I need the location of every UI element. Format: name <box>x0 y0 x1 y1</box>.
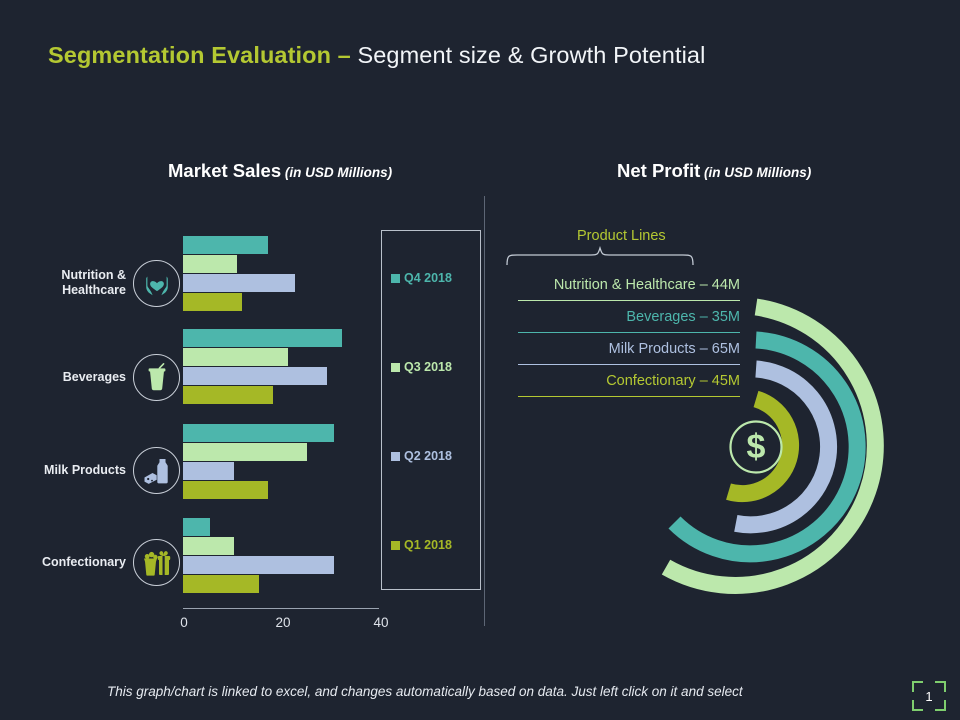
category-label: Milk Products <box>44 462 126 477</box>
bar-nutrition-q2 <box>183 274 295 292</box>
bar-milk-q4 <box>183 424 334 442</box>
product-line-rule-beverages <box>518 332 740 333</box>
legend-swatch-icon <box>391 273 400 283</box>
category-nutrition-healthcare: Nutrition & Healthcare <box>0 256 180 310</box>
bar-confectionary-q3 <box>183 537 234 555</box>
net-profit-heading: Net Profit (in USD Millions) <box>617 160 811 182</box>
legend-swatch-icon <box>391 362 400 372</box>
bracket-corner-icon <box>912 681 923 692</box>
legend-item-q1-2018[interactable]: Q1 2018 <box>391 538 452 552</box>
legend-swatch-icon <box>391 451 400 461</box>
category-milk-products: Milk Products <box>0 443 180 497</box>
legend-item-q2-2018[interactable]: Q2 2018 <box>391 449 452 463</box>
product-line-row-milk: Milk Products – 65M <box>608 341 740 357</box>
arc-confectionary <box>726 390 800 503</box>
legend-item-q3-2018[interactable]: Q3 2018 <box>391 360 452 374</box>
market-sales-heading: Market Sales (in USD Millions) <box>168 160 392 182</box>
category-beverages: Beverages <box>0 350 180 404</box>
svg-text:$: $ <box>747 428 766 466</box>
product-line-row-beverages: Beverages – 35M <box>626 309 740 325</box>
arc-beverages <box>668 331 866 563</box>
product-line-row-nutrition: Nutrition & Healthcare – 44M <box>553 277 740 293</box>
legend-label: Q1 2018 <box>404 538 452 552</box>
bracket-corner-icon <box>912 700 923 711</box>
net-profit-heading-sub: (in USD Millions) <box>700 165 812 180</box>
legend-item-q4-2018[interactable]: Q4 2018 <box>391 271 452 285</box>
market-sales-heading-main: Market Sales <box>168 160 282 181</box>
page-title-dash: – <box>331 42 358 68</box>
product-line-rule-confectionary <box>518 396 740 397</box>
drink-cup-icon <box>133 353 180 401</box>
bar-beverages-q1 <box>183 386 273 404</box>
product-line-row-confectionary: Confectionary – 45M <box>606 373 740 389</box>
bracket-corner-icon <box>935 700 946 711</box>
bar-nutrition-q4 <box>183 236 268 254</box>
bar-milk-q3 <box>183 443 307 461</box>
bar-beverages-q4 <box>183 329 342 347</box>
bar-beverages-q3 <box>183 348 288 366</box>
bar-milk-q1 <box>183 481 268 499</box>
bar-nutrition-q1 <box>183 293 242 311</box>
product-lines-title: Product Lines <box>577 228 666 244</box>
product-line-rule-nutrition <box>518 300 740 301</box>
market-sales-bar-chart: 0 20 40 <box>0 0 480 660</box>
arc-milk-products <box>734 360 838 534</box>
bar-confectionary-q4 <box>183 518 210 536</box>
hands-heart-icon <box>133 259 180 307</box>
bar-beverages-q2 <box>183 367 327 385</box>
x-axis-line <box>183 608 379 609</box>
product-line-rule-milk <box>518 364 740 365</box>
page-title-accent: Segmentation Evaluation <box>48 42 332 68</box>
page-title-rest: Segment size & Growth Potential <box>357 42 706 68</box>
bar-confectionary-q1 <box>183 575 259 593</box>
category-label: Nutrition & Healthcare <box>61 268 126 297</box>
panel-divider <box>484 196 485 626</box>
milk-bottle-cheese-icon <box>133 446 180 494</box>
net-profit-heading-main: Net Profit <box>617 160 701 181</box>
x-axis-tick-0: 0 <box>180 615 188 630</box>
bar-confectionary-q2 <box>183 556 334 574</box>
category-label: Confectionary <box>41 554 126 569</box>
arc-nutrition-healthcare <box>661 298 884 594</box>
footer-note: This graph/chart is linked to excel, and… <box>107 684 743 699</box>
category-confectionary: Confectionary <box>0 535 180 589</box>
market-sales-heading-sub: (in USD Millions) <box>281 165 393 180</box>
page-number-badge: 1 <box>912 681 946 711</box>
x-axis-tick-40: 40 <box>373 615 389 630</box>
x-axis-tick-20: 20 <box>275 615 291 630</box>
page-title: Segmentation Evaluation – Segment size &… <box>48 42 705 69</box>
legend-label: Q2 2018 <box>404 449 452 463</box>
bracket-corner-icon <box>935 681 946 692</box>
bar-milk-q2 <box>183 462 234 480</box>
page-number: 1 <box>925 688 933 704</box>
dollar-circle-icon: $ <box>729 420 783 474</box>
market-sales-legend: Q4 2018 Q3 2018 Q2 2018 Q1 2018 <box>381 230 481 590</box>
candy-gift-icon <box>133 538 180 586</box>
net-profit-arc-chart: $ <box>661 298 884 594</box>
legend-label: Q3 2018 <box>404 360 452 374</box>
legend-label: Q4 2018 <box>404 271 452 285</box>
curly-brace-icon <box>506 246 694 266</box>
bar-nutrition-q3 <box>183 255 237 273</box>
legend-swatch-icon <box>391 540 400 550</box>
category-label: Beverages <box>62 369 126 384</box>
